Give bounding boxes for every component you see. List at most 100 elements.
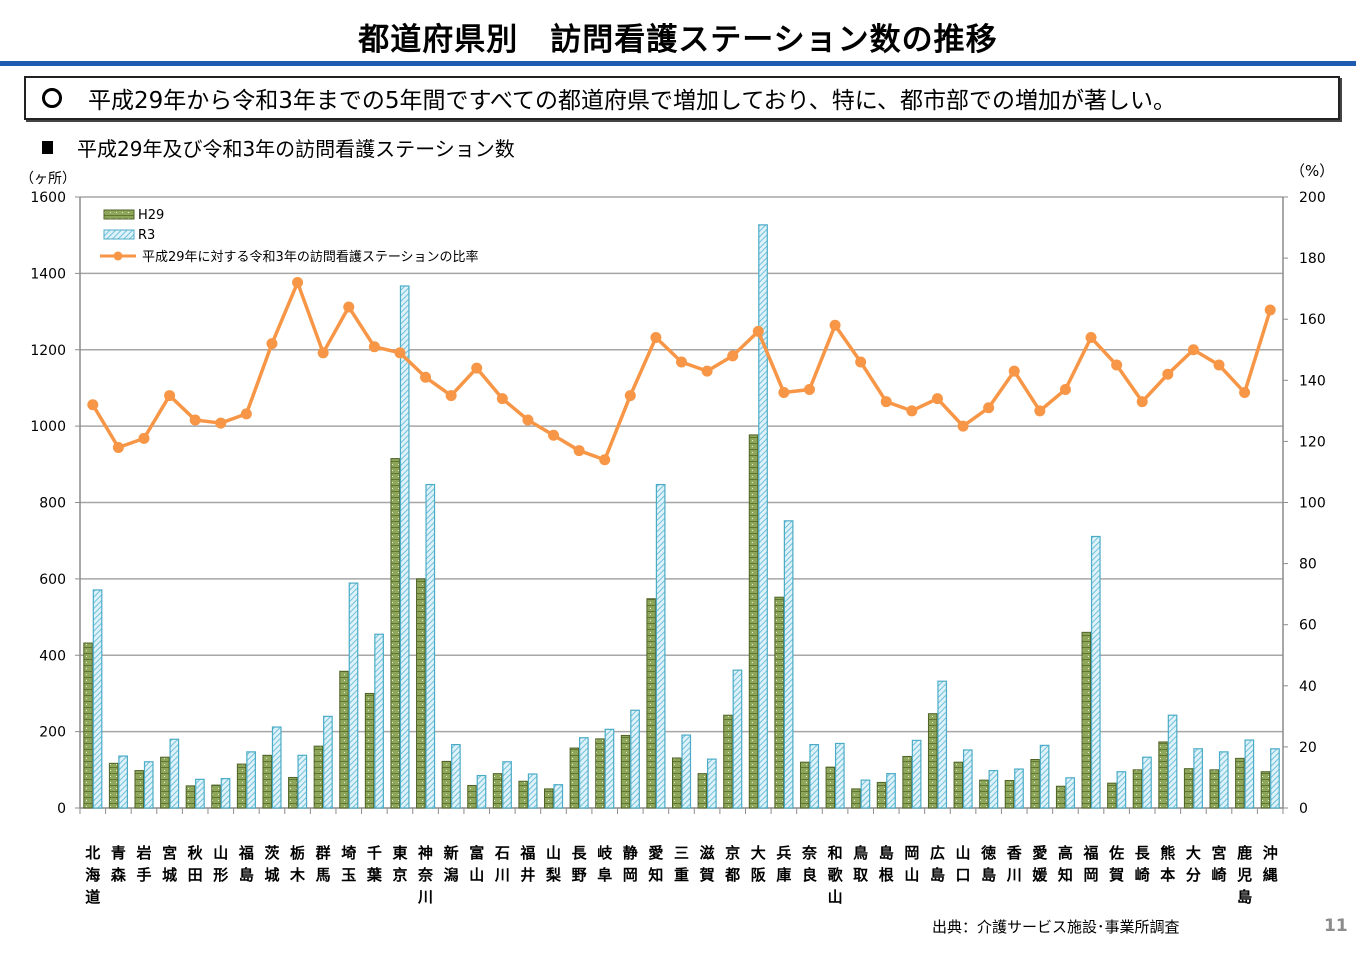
category-label: 三重 — [674, 844, 689, 884]
bar-h29 — [953, 761, 964, 809]
category-label: 山口 — [956, 844, 971, 884]
category-label: 栃木 — [289, 844, 306, 884]
bar-r3 — [834, 742, 845, 809]
category-label: 兵庫 — [776, 844, 791, 884]
bar-r3 — [92, 589, 103, 809]
bar-r3 — [502, 761, 512, 809]
bar-h29 — [160, 756, 170, 809]
legend-h29-label: H29 — [138, 208, 164, 223]
bar-r3 — [1218, 751, 1229, 809]
ratio-point — [445, 390, 457, 402]
bar-h29 — [1183, 768, 1194, 809]
bar-h29 — [1260, 771, 1271, 809]
left-axis-unit: （ヶ所） — [20, 171, 76, 187]
right-axis-tick-label: 80 — [1299, 557, 1317, 573]
ratio-point — [1162, 368, 1174, 380]
bar-h29 — [876, 781, 887, 809]
chart-title: 平成29年及び令和3年の訪問看護ステーション数 — [77, 137, 515, 161]
category-label: 岡山 — [904, 844, 919, 884]
source-note: 出典：介護サービス施設･事業所調査 — [932, 918, 1180, 936]
bar-r3 — [1142, 756, 1152, 809]
bar-r3 — [1244, 739, 1255, 809]
left-axis-tick-label: 600 — [39, 572, 66, 588]
category-label: 広島 — [930, 844, 945, 884]
bar-r3 — [1039, 744, 1050, 809]
bar-r3 — [143, 761, 154, 809]
bar-r3 — [911, 739, 922, 809]
category-label: 長崎 — [1135, 844, 1151, 884]
bar-h29 — [723, 714, 733, 809]
right-axis-tick-label: 100 — [1299, 496, 1326, 512]
legend-r3-swatch — [103, 229, 135, 240]
bar-h29 — [620, 734, 631, 809]
legend-ratio-marker — [113, 251, 123, 261]
right-axis-tick-label: 160 — [1299, 312, 1326, 328]
bar-h29 — [236, 763, 247, 809]
bar-h29 — [364, 692, 375, 809]
bar-h29 — [697, 773, 708, 809]
bar-r3 — [988, 769, 999, 809]
ratio-point — [650, 332, 662, 344]
bar-h29 — [1235, 757, 1245, 809]
left-axis-tick-label: 1600 — [30, 190, 66, 206]
bar-h29 — [672, 757, 682, 809]
category-label: 徳島 — [980, 844, 996, 884]
bar-r3 — [1270, 748, 1280, 809]
bar-h29 — [748, 434, 759, 809]
category-label: 宮城 — [162, 844, 177, 884]
legend-r3-label: R3 — [138, 228, 155, 243]
right-axis-tick-label: 140 — [1299, 373, 1326, 389]
ratio-point — [1085, 332, 1097, 344]
bar-h29 — [927, 713, 938, 809]
ratio-point — [803, 383, 815, 395]
category-label: 大分 — [1186, 844, 1201, 884]
ratio-point — [266, 338, 278, 350]
ratio-point — [599, 454, 611, 466]
bar-h29 — [262, 754, 272, 809]
ratio-point — [1264, 304, 1276, 316]
ratio-point — [957, 420, 969, 432]
legend-h29-swatch — [103, 209, 135, 220]
ratio-point — [1239, 387, 1251, 399]
bar-r3 — [451, 744, 461, 809]
category-label: 新潟 — [444, 844, 459, 884]
ratio-point — [1187, 344, 1199, 356]
ratio-point — [394, 347, 406, 359]
ratio-point — [624, 390, 636, 402]
ratio-point — [855, 356, 867, 368]
right-axis-tick-label: 120 — [1299, 434, 1326, 450]
bar-r3 — [809, 744, 820, 809]
bar-h29 — [211, 784, 221, 809]
bar-r3 — [860, 779, 871, 809]
bar-h29 — [313, 745, 324, 809]
page-number: 11 — [1324, 916, 1348, 936]
bar-h29 — [825, 766, 836, 809]
bar-h29 — [646, 598, 656, 809]
circle-bullet-icon — [42, 88, 62, 108]
bar-h29 — [1209, 769, 1220, 809]
bar-r3 — [195, 778, 205, 809]
bar-h29 — [979, 779, 989, 809]
category-label: 東京 — [392, 844, 407, 884]
square-bullet-icon — [42, 141, 53, 154]
category-label: 北海道 — [85, 844, 100, 906]
category-label: 熊本 — [1160, 844, 1175, 884]
summary-box: 平成29年から令和3年までの5年間ですべての都道府県で増加しており、特に、都市部… — [24, 76, 1340, 120]
ratio-line-series — [87, 277, 1276, 466]
axes: 0 200 400 600 800 1000 1200 1400 1600 0 20 40 60 80 10… — [30, 190, 1325, 817]
ratio-point — [317, 347, 329, 359]
bar-h29 — [134, 770, 144, 809]
left-axis-tick-label: 800 — [39, 496, 66, 512]
category-label: 大阪 — [751, 844, 767, 884]
ratio-point — [1008, 365, 1020, 377]
category-label: 沖縄 — [1263, 844, 1278, 884]
bar-h29 — [492, 773, 503, 809]
bar-r3 — [246, 751, 256, 809]
ratio-point — [1213, 359, 1225, 371]
page-title: 都道府県別 訪問看護ステーション数の推移 — [358, 22, 998, 58]
bar-h29 — [339, 670, 349, 809]
bar-h29 — [441, 760, 452, 809]
bar-r3 — [732, 669, 743, 809]
ratio-point — [1111, 359, 1123, 371]
category-label: 愛知 — [648, 844, 663, 884]
